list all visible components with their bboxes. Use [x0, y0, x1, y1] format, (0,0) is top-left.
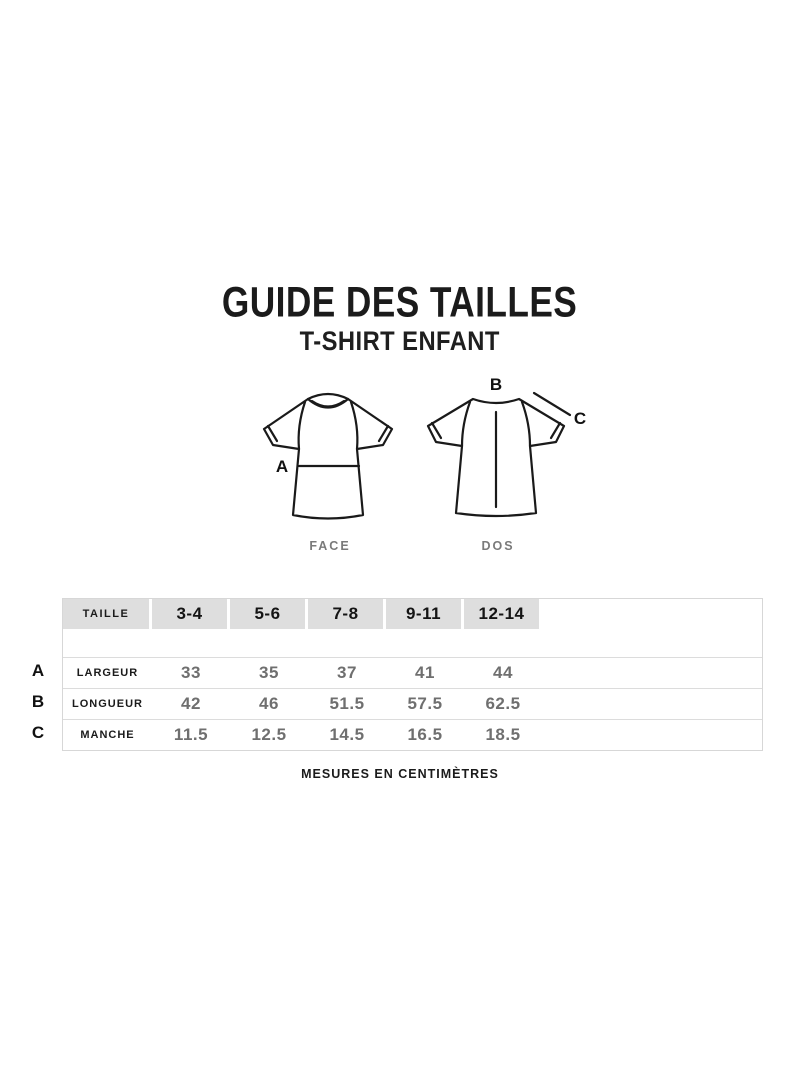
cell-value: 16.5 — [407, 725, 443, 744]
cell-value: 42 — [181, 694, 201, 713]
cell-value: 12.5 — [251, 725, 287, 744]
row-label: MANCHE — [80, 729, 135, 741]
size-header-label: 9-11 — [405, 604, 442, 623]
measure-marker-b: B — [490, 376, 502, 394]
size-header-label: 3-4 — [176, 604, 203, 623]
size-header-label: 5-6 — [254, 604, 281, 623]
front-view-label: FACE — [309, 539, 351, 553]
tshirt-front-diagram: A — [262, 392, 394, 520]
size-table-header-spacer — [542, 599, 762, 629]
cell-value: 35 — [259, 663, 279, 682]
size-column-header: 3-4 — [152, 599, 230, 629]
cell-value: 62.5 — [485, 694, 521, 713]
table-row-marker-c: C — [31, 723, 45, 742]
measure-line-sleeve — [532, 391, 572, 417]
cell-value: 11.5 — [173, 725, 209, 744]
size-table: TAILLE 3-4 5-6 7-8 9-11 12-14 LARGEUR 33 — [62, 598, 763, 751]
tshirt-front-cuff-right — [377, 424, 390, 443]
table-row-marker-a: A — [31, 661, 45, 680]
size-table-corner-label: TAILLE — [82, 608, 130, 620]
table-row-longueur: LONGUEUR 42 46 51.5 57.5 62.5 — [63, 688, 762, 719]
page-title-text: GUIDE DES TAILLES — [222, 277, 578, 326]
table-row-manche: MANCHE 11.5 12.5 14.5 16.5 18.5 — [63, 719, 762, 750]
table-row-largeur: LARGEUR 33 35 37 41 44 — [63, 657, 762, 688]
cell-value: 37 — [337, 663, 357, 682]
table-row-marker-b: B — [31, 692, 45, 711]
size-table-header-row: TAILLE 3-4 5-6 7-8 9-11 12-14 — [63, 599, 762, 629]
page-subtitle: T-SHIRT ENFANT — [0, 328, 800, 355]
row-label: LARGEUR — [76, 667, 139, 679]
cell-value: 51.5 — [329, 694, 365, 713]
cell-value: 18.5 — [485, 725, 521, 744]
tshirt-front-collar-inner — [310, 399, 346, 408]
tshirt-back-outline — [426, 397, 566, 518]
units-footnote: MESURES EN CENTIMÈTRES — [301, 767, 499, 781]
size-column-header: 7-8 — [308, 599, 386, 629]
cell-value: 57.5 — [407, 694, 443, 713]
size-column-header: 12-14 — [464, 599, 542, 629]
size-header-label: 7-8 — [332, 604, 359, 623]
cell-value: 46 — [259, 694, 279, 713]
cell-value: 44 — [493, 663, 513, 682]
tshirt-back-diagram: B C — [426, 376, 586, 518]
row-label: LONGUEUR — [72, 698, 143, 710]
tshirt-front-seam-right — [349, 400, 359, 451]
page-title: GUIDE DES TAILLES — [0, 277, 800, 326]
tshirt-front-cuff-left — [266, 424, 279, 443]
back-view-label: DOS — [481, 539, 515, 553]
measure-marker-a: A — [276, 457, 288, 476]
tshirt-back-seam-left — [460, 400, 472, 448]
tshirt-back-cuff-right — [549, 421, 562, 440]
page-subtitle-text: T-SHIRT ENFANT — [299, 326, 501, 356]
size-header-label: 12-14 — [478, 604, 525, 623]
tshirt-front-outline — [262, 392, 394, 520]
cell-value: 14.5 — [329, 725, 365, 744]
size-table-corner-cell: TAILLE — [63, 599, 152, 629]
size-column-header: 5-6 — [230, 599, 308, 629]
cell-value: 33 — [181, 663, 201, 682]
size-column-header: 9-11 — [386, 599, 464, 629]
tshirt-front-seam-left — [297, 400, 307, 451]
tshirt-back-seam-right — [520, 400, 532, 448]
cell-value: 41 — [415, 663, 435, 682]
size-table-spacer-row — [63, 629, 762, 657]
tshirt-back-cuff-left — [430, 421, 443, 440]
measure-marker-c: C — [574, 409, 586, 428]
